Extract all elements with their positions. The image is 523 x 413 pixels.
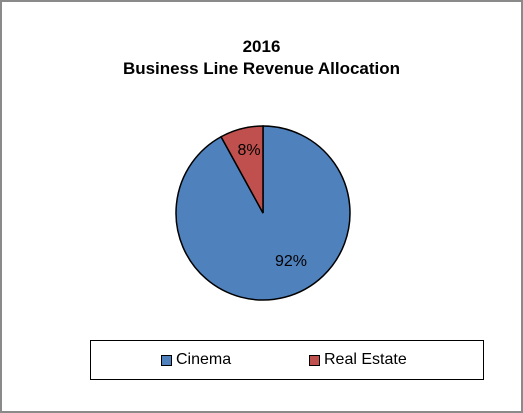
- legend-item-cinema: Cinema: [161, 341, 231, 379]
- chart-title-year: 2016: [242, 37, 281, 56]
- legend-label-real-estate: Real Estate: [324, 351, 407, 368]
- legend-label-cinema: Cinema: [176, 351, 232, 368]
- chart-title: Business Line Revenue Allocation: [122, 59, 401, 78]
- data-label-real-estate: 8%: [237, 142, 260, 159]
- pie-slice-real-estate: [220, 125, 264, 214]
- legend-item-real-estate: Real Estate: [309, 341, 407, 379]
- legend-swatch-real-estate: [309, 354, 320, 366]
- data-label-cinema: 92%: [275, 253, 307, 270]
- chart-legend: Cinema Real Estate: [90, 340, 484, 380]
- legend-swatch-cinema: [161, 354, 172, 366]
